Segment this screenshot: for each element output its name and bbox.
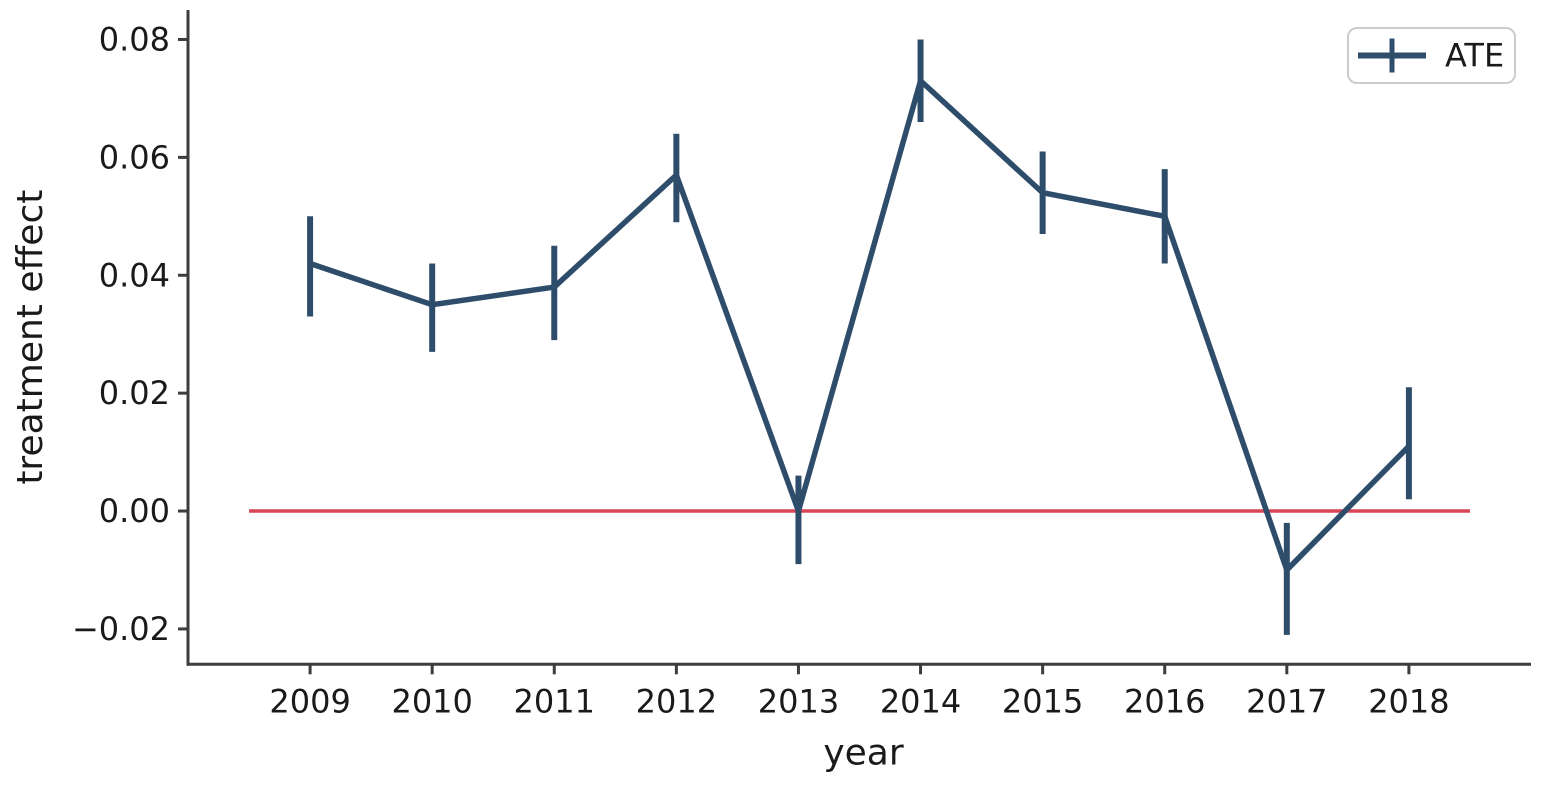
y-axis-tick-label: 0.02 xyxy=(99,374,170,412)
x-axis-tick-label: 2010 xyxy=(391,682,472,720)
x-axis-tick-label: 2017 xyxy=(1246,682,1327,720)
x-axis-label: year xyxy=(823,732,904,773)
ate-line xyxy=(309,75,1411,576)
y-axis-tick-label: −0.02 xyxy=(72,610,170,648)
x-axis-tick-label: 2011 xyxy=(514,682,595,720)
x-axis-tick-label: 2014 xyxy=(880,682,961,720)
y-axis-label: treatment effect xyxy=(10,190,51,485)
legend-label: ATE xyxy=(1445,37,1504,75)
x-axis-tick-label: 2013 xyxy=(758,682,839,720)
x-axis-tick-label: 2015 xyxy=(1002,682,1083,720)
y-axis-tick-label: 0.00 xyxy=(99,492,170,530)
y-axis-tick-label: 0.04 xyxy=(99,256,170,294)
x-axis-tick-label: 2018 xyxy=(1368,682,1449,720)
y-axis-tick-label: 0.06 xyxy=(99,138,170,176)
x-axis-tick-label: 2012 xyxy=(636,682,717,720)
x-axis-tick-label: 2009 xyxy=(269,682,350,720)
y-axis-tick-label: 0.08 xyxy=(99,20,170,58)
x-axis-tick-label: 2016 xyxy=(1124,682,1205,720)
